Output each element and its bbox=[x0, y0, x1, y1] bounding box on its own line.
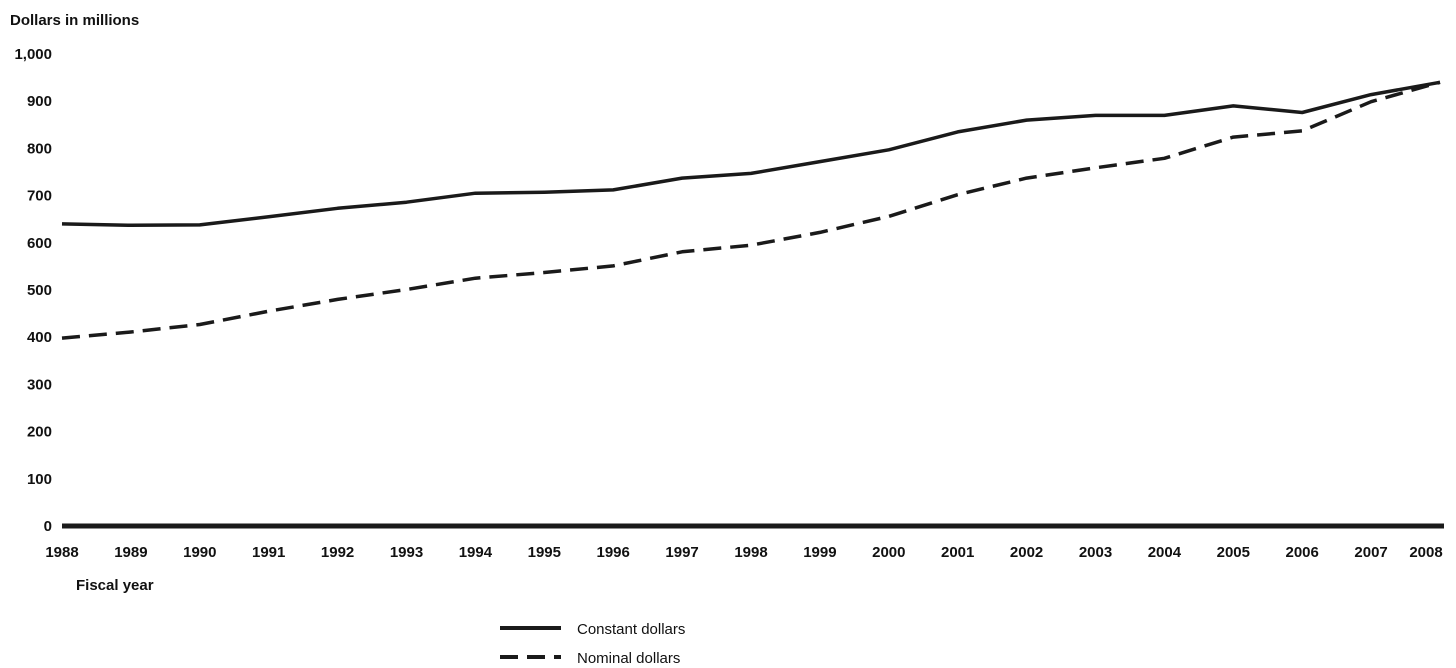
legend-label-constant: Constant dollars bbox=[577, 621, 685, 638]
x-tick-label: 2007 bbox=[1354, 544, 1387, 561]
x-tick-label: 1999 bbox=[803, 544, 836, 561]
x-axis-title: Fiscal year bbox=[76, 577, 154, 594]
x-tick-label: 1996 bbox=[597, 544, 630, 561]
legend: Constant dollars Nominal dollars bbox=[500, 621, 685, 667]
y-axis-title: Dollars in millions bbox=[10, 12, 139, 29]
y-tick-label: 100 bbox=[27, 471, 52, 488]
x-tick-label: 2000 bbox=[872, 544, 905, 561]
y-tick-label: 200 bbox=[27, 424, 52, 441]
x-tick-label: 1988 bbox=[45, 544, 78, 561]
y-tick-label: 0 bbox=[44, 518, 52, 535]
y-tick-label: 800 bbox=[27, 140, 52, 157]
x-tick-label: 1995 bbox=[528, 544, 561, 561]
x-tick-label: 1998 bbox=[734, 544, 767, 561]
series-lines bbox=[61, 80, 1441, 340]
x-tick-label: 1989 bbox=[114, 544, 147, 561]
x-tick-label: 1990 bbox=[183, 544, 216, 561]
x-tick-label: 2002 bbox=[1010, 544, 1043, 561]
y-tick-label: 500 bbox=[27, 282, 52, 299]
x-tick-label: 2003 bbox=[1079, 544, 1112, 561]
y-tick-label: 700 bbox=[27, 188, 52, 205]
x-tick-label: 1992 bbox=[321, 544, 354, 561]
x-tick-label: 1991 bbox=[252, 544, 285, 561]
y-tick-labels: 0 100 200 300 400 500 600 700 800 900 1,000 bbox=[14, 46, 52, 535]
x-tick-label: 1997 bbox=[665, 544, 698, 561]
y-tick-label: 900 bbox=[27, 93, 52, 110]
x-tick-labels: 1988 1989 1990 1991 1992 1993 1994 1995 1996 1997… bbox=[45, 544, 1442, 561]
y-tick-label: 400 bbox=[27, 329, 52, 346]
legend-label-nominal: Nominal dollars bbox=[577, 650, 680, 667]
x-tick-label: 2005 bbox=[1217, 544, 1250, 561]
x-tick-label: 1993 bbox=[390, 544, 423, 561]
x-tick-label: 2004 bbox=[1148, 544, 1182, 561]
x-tick-label: 2001 bbox=[941, 544, 974, 561]
series-line-nominal bbox=[61, 80, 1441, 340]
x-tick-label: 1994 bbox=[459, 544, 493, 561]
series-line-constant bbox=[61, 80, 1441, 228]
y-tick-label: 300 bbox=[27, 376, 52, 393]
y-tick-label: 1,000 bbox=[14, 46, 52, 63]
y-tick-label: 600 bbox=[27, 235, 52, 252]
x-tick-label: 2008 bbox=[1409, 544, 1442, 561]
x-tick-label: 2006 bbox=[1286, 544, 1319, 561]
